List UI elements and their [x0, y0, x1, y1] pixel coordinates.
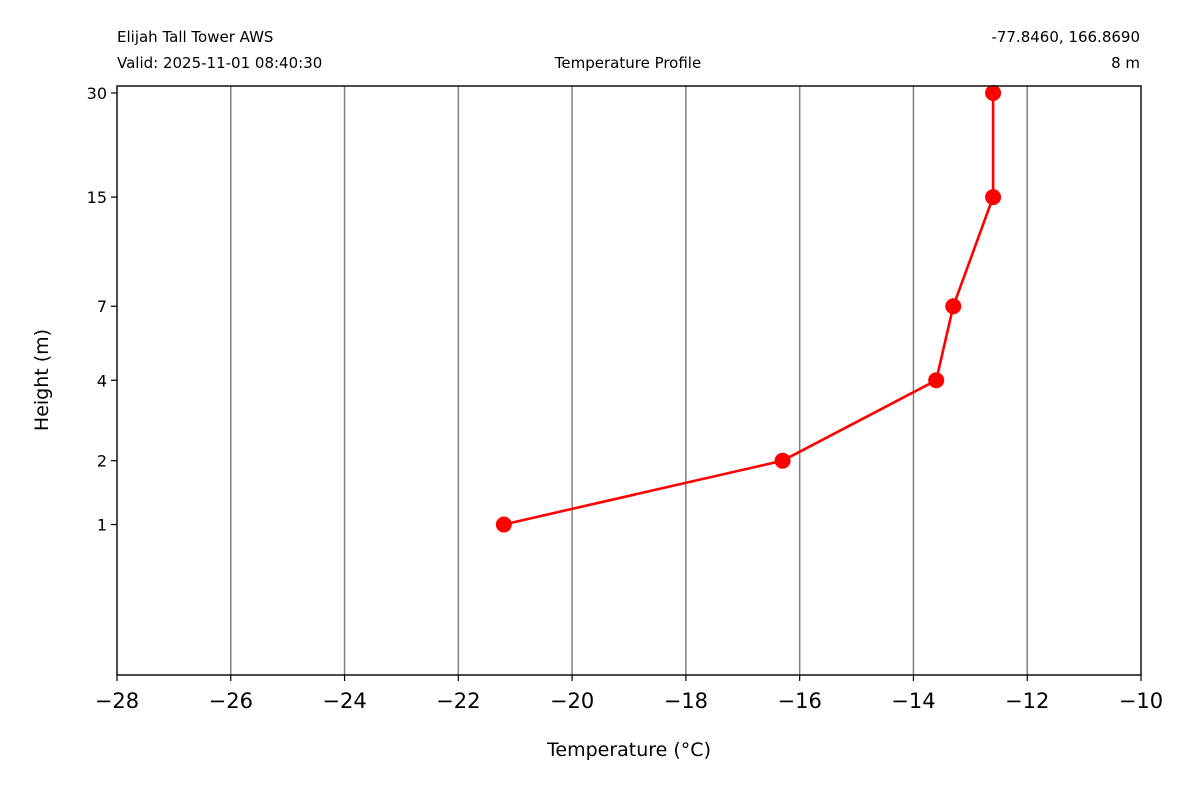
station-coordinates: -77.8460, 166.8690	[991, 28, 1140, 46]
data-point	[928, 372, 945, 389]
station-height: 8 m	[1111, 54, 1140, 72]
y-tick-label: 4	[97, 371, 107, 390]
y-tick-label: 15	[87, 188, 107, 207]
series-line	[503, 93, 995, 526]
x-tick-label: −28	[95, 689, 139, 713]
y-tick-label: 2	[97, 452, 107, 471]
data-series	[495, 84, 1002, 533]
x-tick-label: −18	[664, 689, 708, 713]
x-tick-label: −20	[550, 689, 594, 713]
x-tick-label: −12	[1005, 689, 1049, 713]
x-tick-label: −10	[1119, 689, 1163, 713]
y-tick-label: 30	[87, 84, 107, 103]
x-tick-label: −24	[322, 689, 366, 713]
y-tick-label: 7	[97, 297, 107, 316]
data-point	[985, 84, 1002, 101]
axes: −28 −26 −24 −22 −20 −18 −16 −14 −12 −10 1 2 4 7 15 30	[87, 84, 1164, 713]
station-name: Elijah Tall Tower AWS	[117, 28, 273, 46]
chart-title: Temperature Profile	[554, 54, 701, 72]
x-tick-label: −14	[891, 689, 935, 713]
data-point	[774, 452, 791, 469]
data-point	[495, 516, 512, 533]
x-tick-label: −16	[778, 689, 822, 713]
data-point	[985, 189, 1002, 206]
valid-time: Valid: 2025-11-01 08:40:30	[117, 54, 322, 72]
y-axis-label: Height (m)	[31, 329, 53, 431]
x-axis-label: Temperature (°C)	[546, 739, 711, 761]
x-tick-label: −22	[436, 689, 480, 713]
gridlines	[230, 86, 1028, 675]
x-tick-label: −26	[209, 689, 253, 713]
plot-frame	[116, 85, 1142, 676]
data-point	[945, 298, 962, 315]
y-tick-label: 1	[97, 516, 107, 535]
